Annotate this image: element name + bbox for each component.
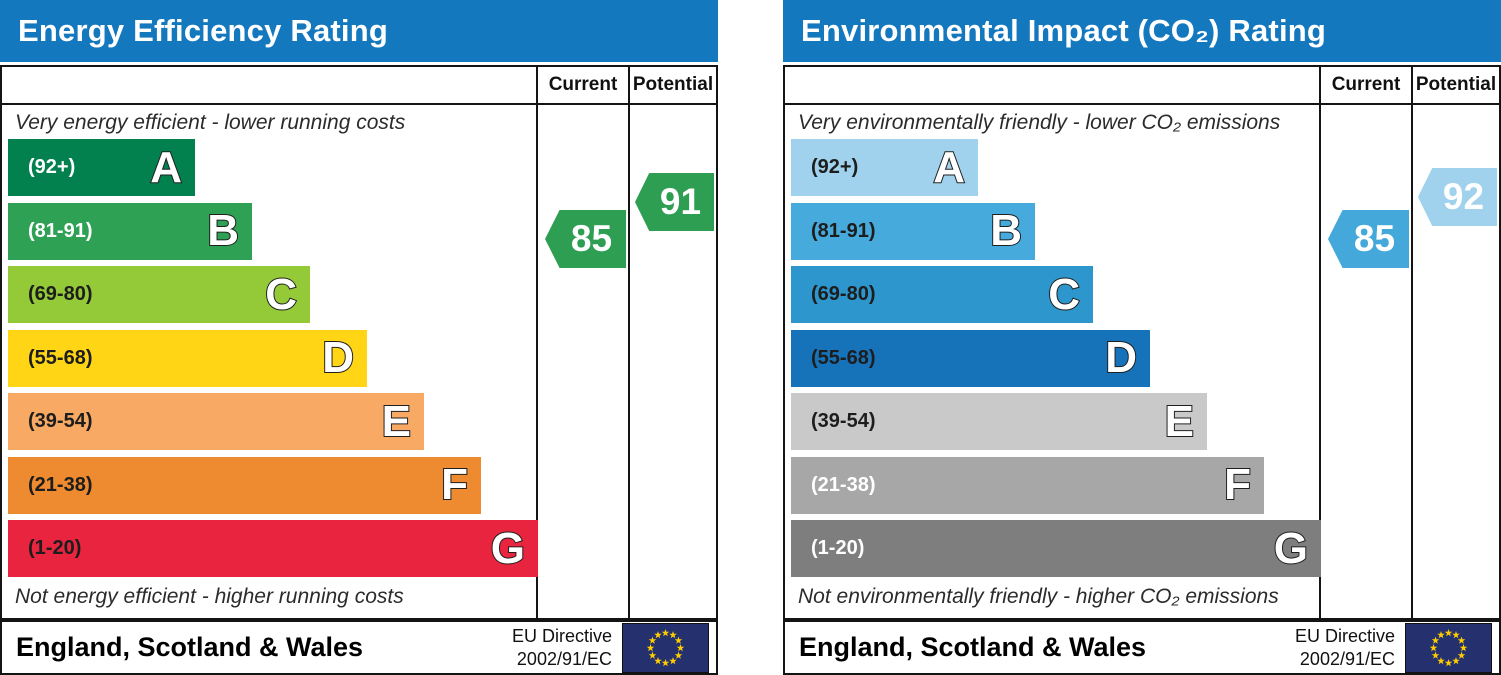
region-label: England, Scotland & Wales — [16, 632, 364, 662]
band-row-f: (21-38) F — [791, 456, 1264, 514]
band-letter: A — [932, 142, 966, 192]
potential-column-header: Potential — [1415, 74, 1497, 95]
column-divider — [1319, 67, 1321, 618]
co2-rating-chart: Current Potential Very environmentally f… — [783, 65, 1501, 620]
eu-directive-label: EU Directive 2002/91/EC — [1294, 626, 1395, 669]
band-letter: E — [1164, 396, 1195, 446]
page-title: Environmental Impact (CO₂) Rating — [783, 0, 1501, 62]
band-row-e: (39-54) E — [791, 393, 1207, 450]
band-range-label: (21-38) — [811, 473, 876, 496]
rating-bands: (92+) A (81-91) B (69-80) C (55-68) D (3… — [8, 139, 538, 584]
band-range-label: (55-68) — [811, 346, 876, 369]
band-row-a: (92+) A — [791, 139, 978, 196]
potential-rating-arrow: 91 — [635, 173, 714, 231]
column-header-row — [785, 67, 1499, 105]
current-rating-arrow: 85 — [1328, 210, 1409, 268]
band-row-f: (21-38) F — [8, 456, 481, 514]
region-label: England, Scotland & Wales — [799, 632, 1147, 662]
potential-column-header: Potential — [632, 74, 714, 95]
band-range-label: (39-54) — [811, 410, 876, 432]
potential-rating-arrow: 92 — [1418, 168, 1497, 226]
eu-flag-icon — [622, 622, 709, 673]
band-letter: E — [381, 396, 412, 446]
band-range-label: (21-38) — [28, 473, 93, 496]
bottom-note: Not environmentally friendly - higher CO… — [798, 585, 1279, 608]
top-note: Very energy efficient - lower running co… — [15, 111, 406, 134]
band-row-e: (39-54) E — [8, 393, 424, 450]
eu-directive-label: EU Directive 2002/91/EC — [511, 626, 612, 669]
band-range-label: (92+) — [811, 156, 859, 178]
band-letter: D — [321, 333, 355, 382]
potential-rating-value: 92 — [1442, 176, 1485, 217]
band-range-label: (92+) — [28, 156, 76, 178]
current-column-header: Current — [548, 74, 618, 95]
band-range-label: (69-80) — [811, 283, 876, 305]
band-letter: B — [989, 206, 1023, 255]
band-range-label: (81-91) — [28, 219, 93, 242]
band-range-label: (81-91) — [811, 219, 876, 242]
band-row-g: (1-20) G — [791, 520, 1321, 577]
band-row-b: (81-91) B — [8, 202, 252, 260]
band-letter: G — [490, 523, 526, 573]
top-note: Very environmentally friendly - lower CO… — [798, 111, 1281, 134]
panel-energy-efficiency: Energy Efficiency Rating Current Potenti… — [0, 0, 718, 675]
band-row-b: (81-91) B — [791, 202, 1035, 260]
band-range-label: (39-54) — [28, 410, 93, 432]
page-title: Energy Efficiency Rating — [0, 0, 718, 62]
current-rating-value: 85 — [570, 218, 613, 259]
column-header-row — [2, 67, 716, 105]
band-letter: G — [1273, 523, 1309, 573]
bottom-note: Not energy efficient - higher running co… — [15, 585, 404, 608]
rating-bands: (92+) A (81-91) B (69-80) C (55-68) D (3… — [791, 139, 1321, 584]
band-letter: F — [440, 460, 469, 509]
band-range-label: (1-20) — [811, 537, 865, 559]
column-divider — [1411, 67, 1413, 618]
band-letter: F — [1223, 460, 1252, 509]
current-rating-value: 85 — [1353, 218, 1396, 259]
band-row-c: (69-80) C — [791, 266, 1093, 323]
panel-environmental-impact: Environmental Impact (CO₂) Rating Curren… — [783, 0, 1501, 675]
potential-rating-value: 91 — [659, 181, 702, 222]
band-letter: A — [149, 142, 183, 192]
column-divider — [628, 67, 630, 618]
band-row-d: (55-68) D — [8, 329, 367, 387]
band-letter: D — [1104, 333, 1138, 382]
band-row-d: (55-68) D — [791, 329, 1150, 387]
current-rating-arrow: 85 — [545, 210, 626, 268]
band-row-g: (1-20) G — [8, 520, 538, 577]
band-row-a: (92+) A — [8, 139, 195, 196]
footer-bar: England, Scotland & Wales EU Directive 2… — [0, 620, 718, 675]
band-range-label: (1-20) — [28, 537, 82, 559]
band-row-c: (69-80) C — [8, 266, 310, 323]
footer-bar: England, Scotland & Wales EU Directive 2… — [783, 620, 1501, 675]
column-divider — [536, 67, 538, 618]
energy-rating-chart: Current Potential Very energy efficient … — [0, 65, 718, 620]
eu-flag-icon — [1405, 622, 1492, 673]
band-range-label: (69-80) — [28, 283, 93, 305]
band-letter: C — [264, 269, 298, 319]
band-letter: C — [1047, 269, 1081, 319]
band-range-label: (55-68) — [28, 346, 93, 369]
band-letter: B — [206, 206, 240, 255]
current-column-header: Current — [1331, 74, 1401, 95]
